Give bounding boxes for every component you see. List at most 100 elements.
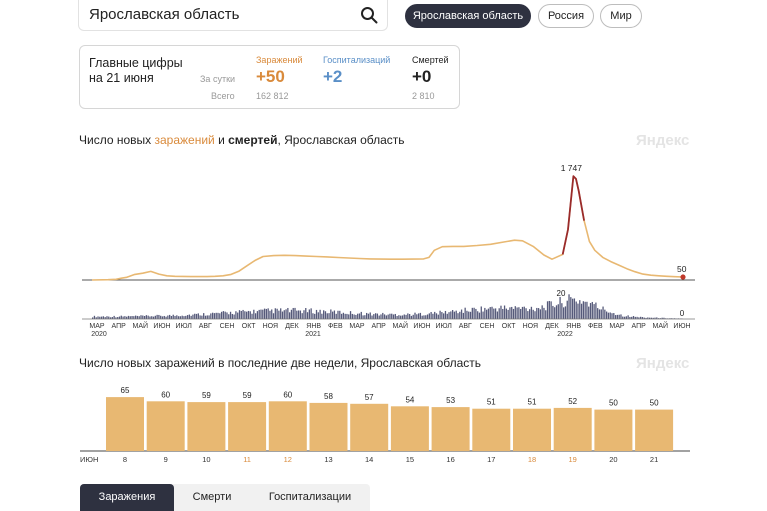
tab-deaths[interactable]: Смерти (192, 491, 232, 503)
deaths-bar (502, 308, 504, 319)
region-button-russia[interactable]: Россия (538, 4, 594, 28)
bar-value-label: 50 (650, 399, 659, 408)
deaths-bar (254, 313, 257, 319)
deaths-bar (391, 313, 393, 319)
bar (431, 407, 470, 451)
deaths-bar (575, 301, 577, 319)
deaths-bar (408, 314, 411, 319)
deaths-bar (589, 303, 592, 319)
region-button-yaroslavl[interactable]: Ярославская область (405, 4, 531, 28)
deaths-bar (385, 315, 388, 319)
deaths-bar (579, 300, 581, 319)
deaths-bar (498, 308, 500, 319)
deaths-bar (407, 313, 409, 319)
deaths-bar (516, 307, 518, 319)
deaths-bar (421, 315, 423, 319)
search-input[interactable]: Ярославская область (89, 6, 240, 23)
deaths-bar (392, 314, 395, 319)
bar (228, 402, 267, 451)
year-label: 2020 (91, 331, 107, 338)
deaths-bar (548, 300, 550, 319)
deaths-bar (486, 309, 488, 319)
deaths-bar (584, 301, 586, 319)
deaths-bar (401, 315, 404, 319)
search-icon[interactable] (360, 6, 378, 24)
region-button-world[interactable]: Мир (600, 4, 642, 28)
deaths-bar (289, 312, 291, 319)
deaths-bar (403, 314, 405, 319)
deaths-daily: +0 (412, 67, 432, 86)
tab-infections[interactable]: Заражения (80, 484, 174, 511)
deaths-bar (380, 314, 382, 319)
bar (309, 402, 348, 451)
deaths-bar (253, 309, 255, 319)
deaths-bar (281, 311, 284, 319)
bar-value-label: 59 (202, 391, 211, 400)
deaths-bar (471, 307, 473, 319)
x-tick-label: ОКТ (242, 323, 257, 330)
deaths-bar (99, 316, 101, 319)
bar-value-label: 52 (568, 397, 577, 406)
deaths-bar (557, 304, 559, 319)
deaths-bar (623, 316, 626, 319)
deaths-bar (240, 310, 242, 319)
deaths-bar (539, 309, 542, 319)
deaths-bar (172, 314, 174, 319)
deaths-bar (199, 315, 201, 319)
x-tick-label: ИЮЛ (176, 323, 193, 330)
deaths-bar (638, 317, 640, 319)
deaths-bar (509, 307, 511, 319)
x-tick-label: АПР (372, 323, 387, 330)
search-box[interactable]: Ярославская область (78, 0, 388, 31)
deaths-bar (607, 312, 610, 319)
deaths-bar (550, 301, 552, 319)
deaths-bar (500, 305, 502, 319)
deaths-bar (265, 308, 268, 319)
deaths-bar (109, 317, 112, 319)
deaths-bar (183, 316, 185, 319)
deaths-bar (366, 312, 368, 319)
deaths-bar (389, 313, 391, 319)
deaths-bar (552, 305, 554, 319)
x-tick-label: ДЕК (285, 323, 299, 330)
bar-category-label: 18 (528, 455, 536, 464)
deaths-bar (151, 316, 153, 319)
deaths-bar (482, 311, 484, 319)
deaths-bar (369, 312, 371, 319)
bar-value-label: 60 (161, 390, 170, 399)
deaths-bar (459, 311, 461, 319)
deaths-bar (577, 303, 579, 319)
deaths-bar (170, 316, 173, 319)
deaths-bar (283, 310, 285, 319)
deaths-bar (138, 316, 140, 319)
deaths-bar (362, 315, 364, 319)
deaths-bar (210, 313, 212, 319)
infections-line (91, 175, 684, 281)
deaths-bar (580, 303, 583, 319)
deaths-bar (169, 314, 171, 319)
deaths-bar (441, 312, 443, 319)
deaths-bar (233, 314, 235, 319)
deaths-bar (670, 318, 672, 319)
deaths-bar (349, 311, 352, 319)
x-tick-label: АПР (112, 323, 127, 330)
deaths-bar (609, 312, 611, 319)
deaths-bar (305, 308, 307, 319)
peak-label: 1 747 (561, 163, 583, 173)
deaths-bar (394, 313, 396, 319)
deaths-bar (523, 306, 525, 319)
deaths-bar (437, 314, 439, 319)
tab-hospitalizations[interactable]: Госпитализации (268, 491, 352, 503)
deaths-bar (231, 313, 233, 319)
deaths-bar (235, 311, 237, 319)
deaths-bar (186, 315, 189, 319)
deaths-bar (597, 308, 599, 319)
deaths-bar (563, 307, 565, 319)
deaths-bar (324, 311, 327, 319)
deaths-bar (412, 314, 414, 319)
deaths-bar (423, 315, 425, 319)
deaths-bar (258, 309, 260, 319)
bar (635, 409, 674, 451)
deaths-bar (208, 315, 210, 319)
deaths-bar (554, 307, 556, 319)
